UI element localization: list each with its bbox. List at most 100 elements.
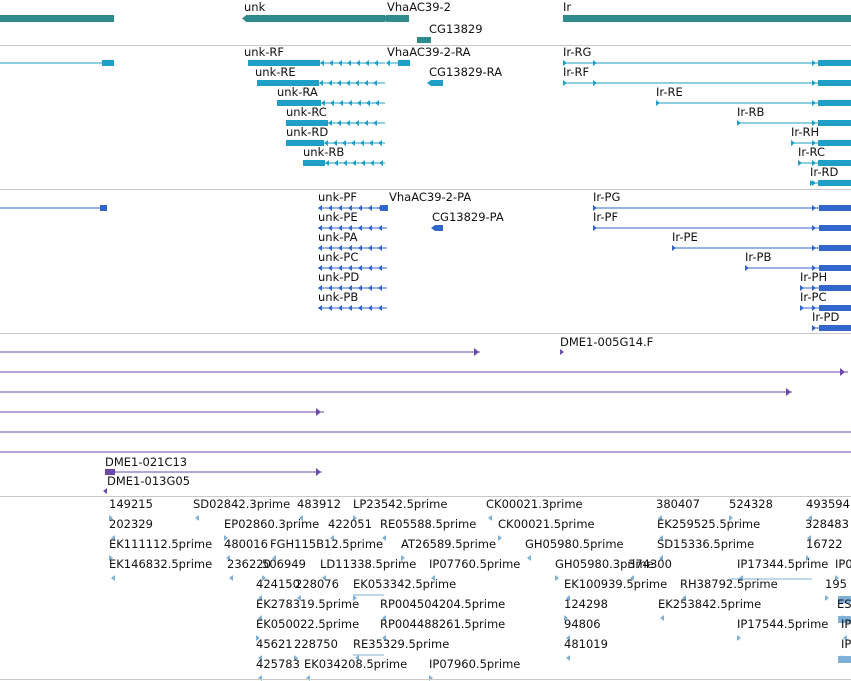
protein-segment[interactable]	[435, 225, 443, 231]
clone-end[interactable]	[474, 348, 479, 356]
protein-segment[interactable]	[358, 205, 362, 211]
protein-segment[interactable]	[318, 305, 322, 311]
est-feature[interactable]	[256, 635, 260, 641]
est-feature[interactable]	[229, 575, 233, 581]
clone-end[interactable]	[786, 388, 791, 396]
protein-segment[interactable]	[819, 225, 851, 231]
protein-segment[interactable]	[368, 305, 372, 311]
est-feature[interactable]	[566, 595, 570, 601]
protein-segment[interactable]	[338, 285, 342, 291]
protein-segment[interactable]	[348, 225, 352, 231]
transcript-exon[interactable]	[812, 60, 816, 66]
protein-segment[interactable]	[338, 305, 342, 311]
protein-segment[interactable]	[812, 245, 816, 251]
est-feature[interactable]	[838, 656, 851, 663]
transcript-exon[interactable]	[360, 140, 364, 146]
transcript-exon[interactable]	[798, 160, 802, 166]
transcript-exon[interactable]	[325, 160, 329, 166]
est-feature[interactable]	[297, 595, 301, 601]
gene-bar[interactable]	[247, 15, 385, 22]
est-feature[interactable]	[382, 635, 386, 641]
protein-segment[interactable]	[348, 305, 352, 311]
protein-segment[interactable]	[819, 265, 851, 271]
est-feature[interactable]	[808, 515, 812, 521]
transcript-exon[interactable]	[818, 120, 851, 126]
est-feature[interactable]	[825, 595, 829, 601]
protein-segment[interactable]	[318, 265, 322, 271]
transcript-exon[interactable]	[348, 100, 352, 106]
est-feature[interactable]	[258, 655, 262, 661]
transcript-exon[interactable]	[347, 60, 351, 66]
transcript-exon[interactable]	[337, 80, 341, 86]
transcript-exon[interactable]	[818, 60, 851, 66]
est-feature[interactable]	[498, 535, 502, 541]
est-feature[interactable]	[737, 635, 741, 641]
transcript-exon[interactable]	[338, 60, 342, 66]
transcript-exon[interactable]	[431, 80, 443, 86]
transcript-exon[interactable]	[303, 160, 325, 166]
transcript-exon[interactable]	[375, 100, 379, 106]
est-feature[interactable]	[272, 555, 276, 561]
transcript-exon[interactable]	[364, 120, 368, 126]
protein-segment[interactable]	[812, 305, 816, 311]
transcript-exon[interactable]	[593, 80, 597, 86]
transcript-exon[interactable]	[364, 80, 368, 86]
est-feature[interactable]	[258, 615, 262, 621]
clone-end[interactable]	[316, 468, 321, 476]
transcript-exon[interactable]	[791, 140, 795, 146]
est-feature[interactable]	[109, 515, 113, 521]
protein-segment[interactable]	[328, 225, 332, 231]
transcript-exon[interactable]	[737, 120, 741, 126]
transcript-exon[interactable]	[818, 160, 851, 166]
est-feature[interactable]	[843, 635, 847, 641]
est-feature[interactable]	[382, 535, 386, 541]
protein-segment[interactable]	[819, 205, 851, 211]
protein-segment[interactable]	[358, 305, 362, 311]
protein-segment[interactable]	[745, 265, 749, 271]
transcript-exon[interactable]	[346, 120, 350, 126]
est-feature[interactable]	[111, 575, 115, 581]
clone-end[interactable]	[105, 469, 115, 475]
protein-segment[interactable]	[812, 205, 816, 211]
est-feature[interactable]	[729, 515, 733, 521]
transcript-exon[interactable]	[374, 60, 378, 66]
protein-segment[interactable]	[318, 285, 322, 291]
est-feature[interactable]	[226, 555, 230, 561]
est-feature[interactable]	[306, 675, 310, 681]
transcript-exon[interactable]	[351, 140, 355, 146]
gene-strand-arrow[interactable]	[242, 14, 247, 23]
protein-segment[interactable]	[672, 245, 676, 251]
transcript-exon[interactable]	[369, 140, 373, 146]
est-feature[interactable]	[294, 655, 298, 661]
transcript-exon[interactable]	[355, 120, 359, 126]
transcript-exon[interactable]	[370, 160, 374, 166]
transcript-exon[interactable]	[320, 60, 324, 66]
est-feature[interactable]	[838, 596, 851, 603]
protein-segment[interactable]	[368, 225, 372, 231]
protein-segment[interactable]	[431, 225, 435, 231]
protein-segment[interactable]	[328, 265, 332, 271]
protein-segment[interactable]	[318, 205, 322, 211]
transcript-exon[interactable]	[343, 160, 347, 166]
transcript-exon[interactable]	[277, 100, 321, 106]
est-feature[interactable]	[838, 616, 851, 623]
protein-segment[interactable]	[348, 205, 352, 211]
transcript-exon[interactable]	[346, 80, 350, 86]
transcript-exon[interactable]	[563, 80, 567, 86]
est-feature[interactable]	[431, 575, 435, 581]
est-feature[interactable]	[564, 615, 568, 621]
transcript-exon[interactable]	[398, 60, 410, 66]
protein-segment[interactable]	[328, 245, 332, 251]
transcript-exon[interactable]	[818, 180, 851, 186]
est-feature[interactable]	[258, 675, 262, 681]
transcript-exon[interactable]	[328, 120, 332, 126]
transcript-exon[interactable]	[818, 80, 851, 86]
transcript-exon[interactable]	[812, 180, 816, 186]
protein-segment[interactable]	[800, 285, 804, 291]
est-feature[interactable]	[660, 615, 664, 621]
est-feature[interactable]	[262, 575, 266, 581]
transcript-exon[interactable]	[656, 100, 660, 106]
transcript-exon[interactable]	[427, 80, 431, 86]
transcript-exon[interactable]	[366, 100, 370, 106]
transcript-exon[interactable]	[379, 160, 383, 166]
